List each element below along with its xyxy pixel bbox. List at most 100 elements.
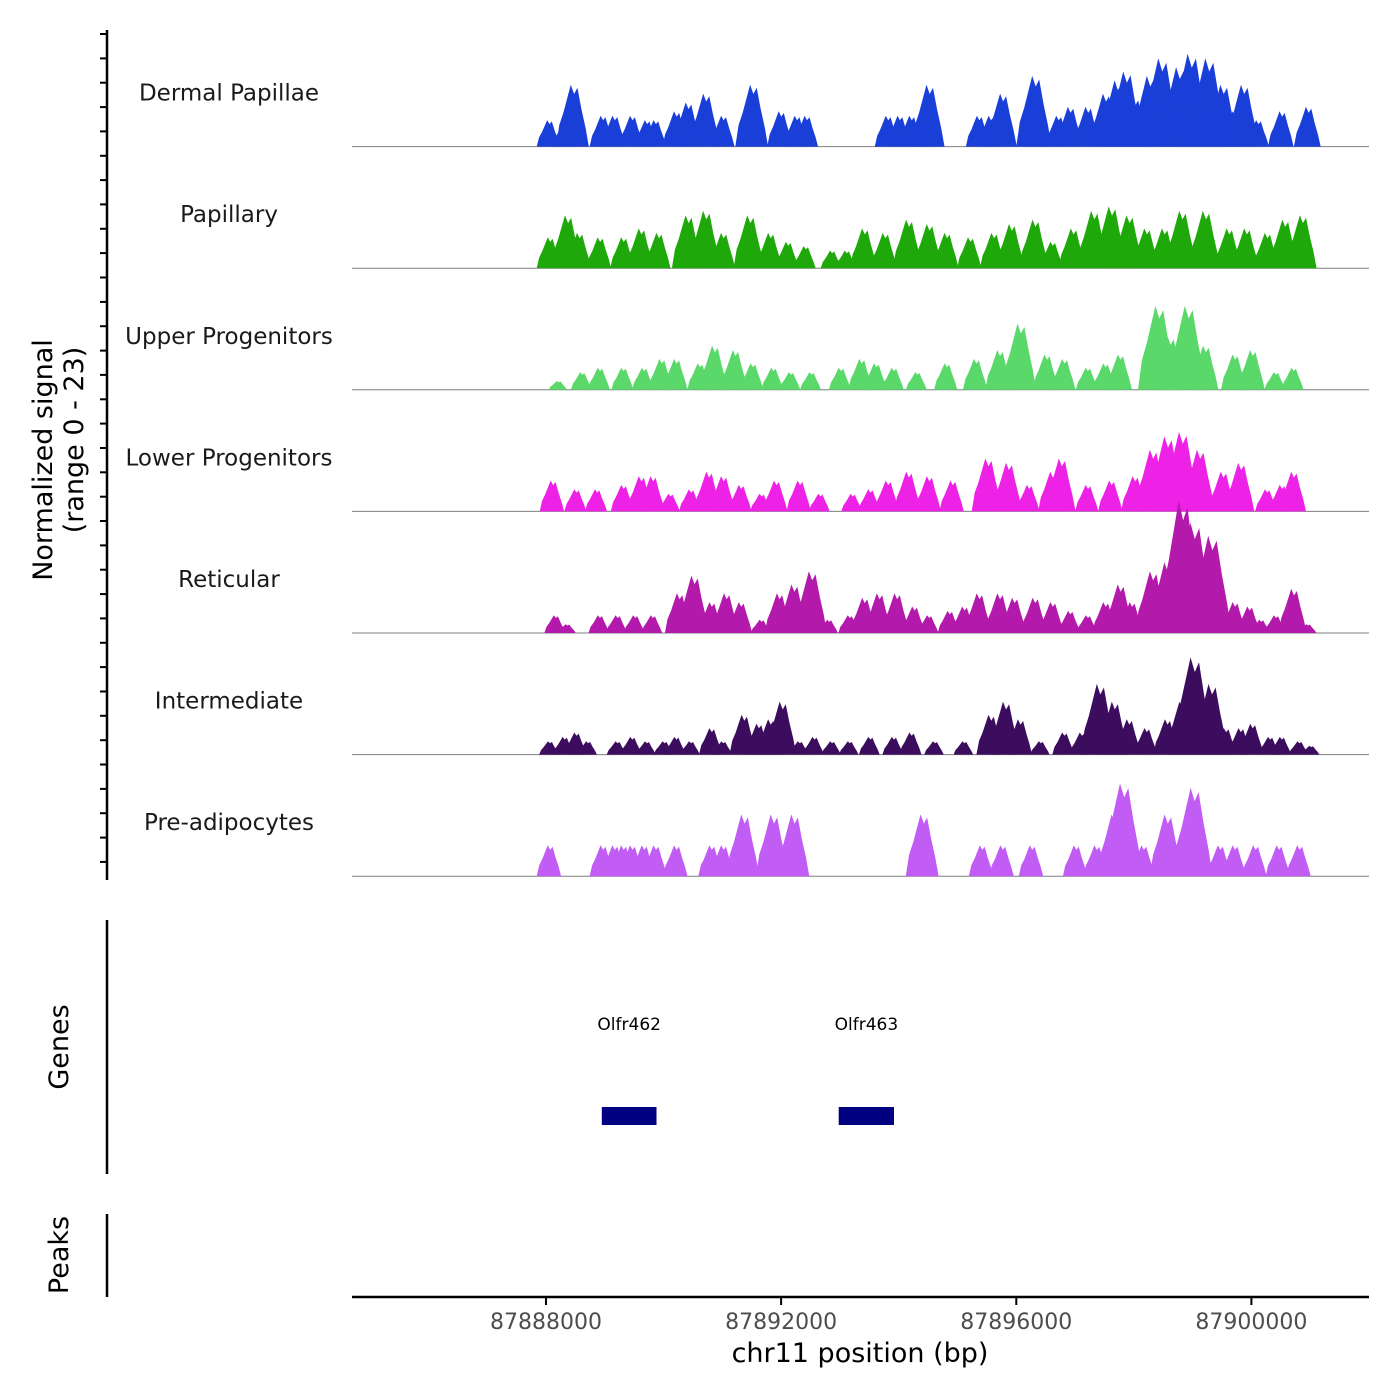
signal-peak	[1115, 719, 1141, 755]
signal-peak	[1268, 111, 1294, 147]
signal-peak	[720, 350, 748, 390]
gene-body	[838, 1107, 894, 1125]
signal-peak	[828, 367, 851, 390]
signal-peak	[577, 741, 597, 755]
signal-tracks: Dermal Papillae Papillary Upper Progenitor…	[125, 53, 1369, 877]
signal-peak	[1075, 367, 1098, 390]
signal-peak	[882, 593, 910, 633]
signal-peak	[570, 372, 592, 390]
signal-peak	[789, 741, 809, 755]
signal-peak	[1165, 210, 1197, 269]
signal-peak	[1052, 732, 1075, 755]
signal-peak	[850, 228, 877, 269]
signal-peak	[775, 241, 799, 269]
signal-peak	[996, 224, 1025, 269]
signal-peak	[548, 381, 567, 390]
x-tick-label: 87896000	[960, 1310, 1072, 1335]
signal-peak	[800, 372, 821, 390]
signal-peak	[858, 736, 880, 755]
signal-peak	[962, 358, 988, 390]
signal-peak	[820, 250, 842, 269]
track-label: Pre-adipocytes	[144, 810, 314, 836]
signal-peak	[1149, 814, 1183, 877]
signal-peak	[808, 493, 830, 512]
signal-peak	[881, 367, 904, 390]
signal-peak	[871, 232, 897, 269]
signal-peak	[1098, 480, 1123, 512]
signal-peak	[639, 476, 665, 512]
signal-peak	[709, 232, 736, 269]
signal-peak	[794, 571, 827, 633]
signal-peak	[1286, 215, 1317, 269]
track-label: Upper Progenitors	[125, 324, 333, 350]
gene-track: Olfr462 Olfr463	[597, 1015, 898, 1125]
signal-peak	[644, 232, 671, 269]
signal-peak	[1076, 615, 1098, 633]
signal-peak	[915, 476, 941, 512]
signal-peak	[601, 115, 626, 147]
gene-body	[601, 1107, 657, 1125]
signal-peak	[911, 84, 945, 147]
signal-peak	[953, 741, 974, 755]
signal-peak	[1051, 358, 1076, 390]
signal-peak	[587, 367, 610, 390]
signal-peak	[565, 232, 592, 269]
signal-peak	[689, 93, 720, 147]
signal-peak	[1232, 228, 1259, 269]
signal-peak	[1279, 471, 1306, 512]
signal-peak	[680, 741, 700, 755]
signal-peak	[1250, 619, 1270, 633]
signal-peak	[536, 845, 562, 877]
signal-peak	[1190, 345, 1219, 390]
signal-peak	[588, 615, 610, 633]
signal-peak	[1040, 241, 1064, 269]
signal-peak	[556, 84, 589, 147]
signal-peak	[1238, 350, 1265, 390]
signal-peak	[1106, 354, 1132, 390]
signal-peak	[564, 489, 587, 512]
signal-peak	[1192, 683, 1228, 755]
signal-peak	[957, 237, 982, 269]
signal-peak	[1221, 845, 1246, 877]
signal-peak	[733, 215, 764, 269]
signal-peak	[1182, 449, 1215, 512]
signal-peak	[677, 575, 709, 633]
signal-peak	[992, 462, 1023, 512]
signal-peak	[971, 458, 1003, 512]
signal-peak	[1245, 120, 1269, 147]
signal-peak	[632, 367, 654, 390]
signal-peak	[585, 489, 607, 512]
signal-peak	[1134, 728, 1158, 755]
signal-peak	[699, 345, 728, 390]
signal-peak	[838, 741, 859, 755]
signal-peak	[659, 493, 680, 512]
track-label: Reticular	[178, 567, 280, 593]
signal-peak	[536, 120, 560, 147]
signal-peak	[818, 619, 838, 633]
signal-peak	[1225, 462, 1255, 512]
signal-peak	[1101, 783, 1143, 877]
peaks-panel-title: Peaks	[44, 1216, 75, 1294]
signal-peak	[1039, 602, 1064, 633]
signal-peak	[793, 246, 816, 269]
signal-peak	[986, 93, 1017, 147]
signal-peak	[728, 484, 752, 512]
gene-label: Olfr462	[597, 1015, 661, 1035]
signal-peak	[710, 115, 735, 147]
track-papillary: Papillary	[180, 202, 1369, 269]
signal-peak	[557, 624, 576, 633]
gene-label: Olfr463	[835, 1015, 899, 1035]
signal-peak	[663, 845, 688, 877]
signal-peak	[1264, 372, 1286, 390]
signal-peak	[539, 480, 565, 512]
signal-peak	[882, 736, 904, 755]
signal-peak	[1286, 845, 1311, 877]
signal-peak	[1281, 367, 1304, 390]
y-axis-title: Normalized signal	[28, 339, 59, 581]
signal-peak	[1058, 610, 1081, 633]
signal-peak	[1006, 719, 1032, 755]
signal-peak	[1130, 845, 1155, 877]
signal-peak	[1293, 106, 1321, 147]
signal-peak	[726, 814, 760, 877]
